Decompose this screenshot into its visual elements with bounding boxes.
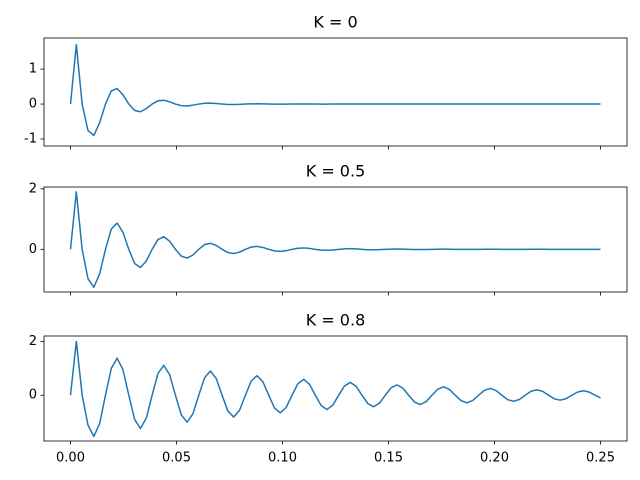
y-tick-label: 0 <box>29 242 37 257</box>
x-tick-label: 0.25 <box>586 451 615 466</box>
subplot-title: K = 0.8 <box>306 311 366 330</box>
x-tick-label: 0.10 <box>268 451 297 466</box>
axes-frame <box>43 335 628 442</box>
data-line <box>69 340 601 438</box>
y-tick-label: 2 <box>29 334 37 349</box>
axes-frame <box>43 37 628 147</box>
subplot-title: K = 0 <box>313 13 357 32</box>
x-tick-label: 0.15 <box>374 451 403 466</box>
x-tick-label: 0.05 <box>162 451 191 466</box>
y-tick-label: 0 <box>29 388 37 403</box>
subplot-title: K = 0.5 <box>306 162 366 181</box>
data-line <box>69 191 601 289</box>
x-tick-label: 0.00 <box>56 451 85 466</box>
y-tick-label: -1 <box>24 132 37 147</box>
x-tick-label: 0.20 <box>480 451 509 466</box>
axes-frame <box>43 186 628 293</box>
y-tick-label: 2 <box>29 181 37 196</box>
y-tick-label: 0 <box>29 97 37 112</box>
y-tick-label: 1 <box>29 62 37 77</box>
data-line <box>69 43 601 137</box>
